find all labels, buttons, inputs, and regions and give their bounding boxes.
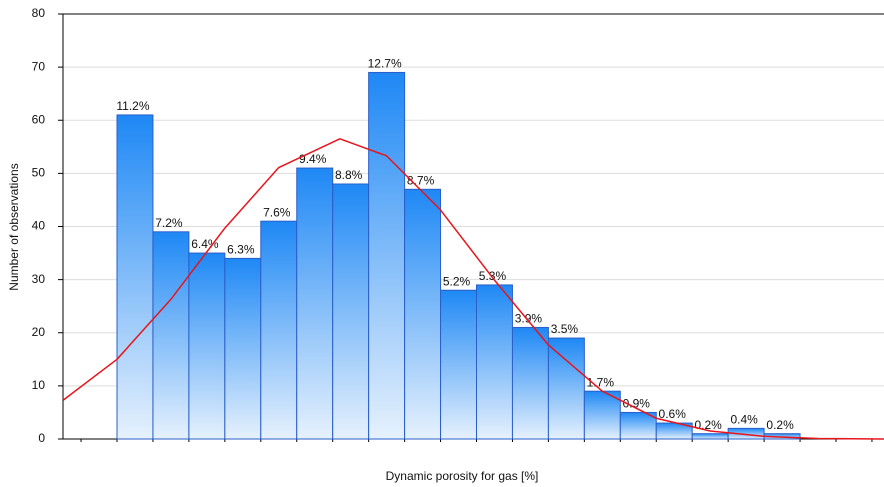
y-tick-label: 20: [32, 325, 46, 339]
bar: [583, 390, 621, 440]
bar: [440, 289, 477, 440]
bar: [691, 433, 729, 440]
bar: [332, 183, 370, 440]
fit-curve: [62, 138, 883, 440]
bar-label: 11.2%: [116, 99, 149, 113]
y-axis-label: Number of observations: [7, 163, 21, 290]
y-tick-label: 60: [32, 112, 46, 126]
bar-label: 12.7%: [368, 57, 402, 71]
bar: [152, 231, 190, 440]
bar: [368, 71, 406, 440]
bar: [224, 257, 262, 440]
y-tick-label: 40: [32, 219, 46, 233]
bar: [116, 114, 154, 440]
y-tick-label: 10: [32, 378, 46, 392]
bar-label: 7.6%: [263, 205, 291, 219]
x-axis-label: Dynamic porosity for gas [%]: [386, 469, 539, 483]
bar-label: 0.2%: [766, 418, 794, 432]
y-tick-label: 0: [38, 431, 45, 445]
bar: [547, 337, 585, 440]
bar-label: 3.9%: [515, 312, 543, 326]
bar-label: 5.2%: [443, 274, 471, 288]
y-tick-label: 50: [32, 166, 46, 180]
bar-label: 0.2%: [694, 418, 722, 432]
bar-label: 1.7%: [587, 375, 615, 389]
bar-label: 0.6%: [659, 407, 687, 421]
bar: [188, 252, 226, 440]
bar-label: 7.2%: [155, 216, 183, 230]
bar-label: 0.4%: [730, 413, 758, 427]
y-tick-label: 30: [32, 272, 46, 286]
bar: [511, 326, 549, 440]
bar-label: 9.4%: [299, 152, 327, 166]
bar: [296, 167, 334, 440]
bar-label: 6.3%: [227, 243, 255, 257]
bar-label: 6.4%: [191, 237, 219, 251]
bar-label: 0.9%: [623, 397, 651, 411]
bar-label: 8.8%: [335, 168, 363, 182]
bar-label: 3.5%: [551, 322, 579, 336]
bar: [404, 188, 442, 440]
bar: [260, 220, 298, 440]
y-tick-label: 70: [32, 59, 46, 73]
y-tick-label: 80: [32, 6, 46, 20]
bar: [476, 284, 513, 440]
bar-label: 5.3%: [479, 269, 507, 283]
bar: [619, 411, 657, 440]
